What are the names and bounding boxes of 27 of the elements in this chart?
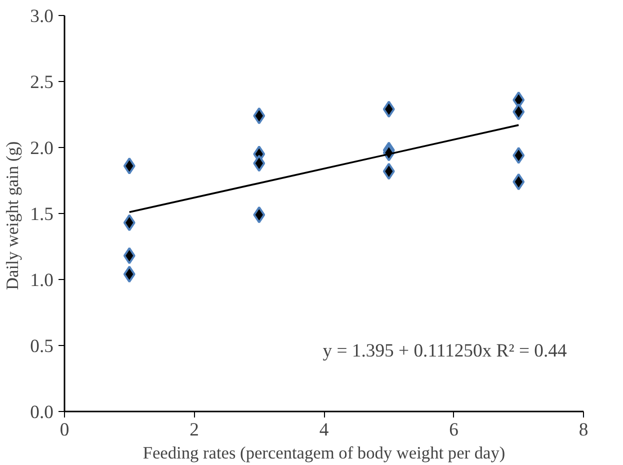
point [512, 146, 525, 164]
point [253, 154, 266, 172]
point [512, 103, 525, 120]
point [253, 206, 266, 224]
x-tick-label: 0 [60, 420, 70, 440]
point [123, 214, 136, 232]
point [253, 107, 266, 124]
x-tick-label: 8 [578, 420, 588, 440]
x-tick-label: 2 [190, 420, 199, 440]
annotation: y = 1.395 + 0.111250x R² = 0.44 [322, 340, 568, 362]
point [382, 162, 395, 180]
y-tick-label: 3.0 [30, 6, 54, 27]
point [123, 247, 136, 264]
x-axis-title: Feeding rates (percentagem of body weight per day) [142, 444, 506, 462]
x-tick-label: 4 [319, 420, 330, 440]
y-tick-label: 2.0 [30, 138, 54, 159]
y-tick-label: 2.5 [30, 72, 54, 93]
y-tick-label: 1.0 [30, 270, 54, 291]
x-tick-label: 6 [449, 420, 458, 440]
point [123, 266, 136, 283]
y-tick-label: 1.5 [30, 204, 54, 225]
y-tick-label: 0.0 [30, 402, 54, 423]
point [123, 157, 136, 174]
point [382, 100, 395, 118]
y-axis-title: Daily weight gain (g) [3, 141, 22, 290]
point [512, 173, 525, 190]
y-tick-label: 0.5 [30, 336, 54, 357]
